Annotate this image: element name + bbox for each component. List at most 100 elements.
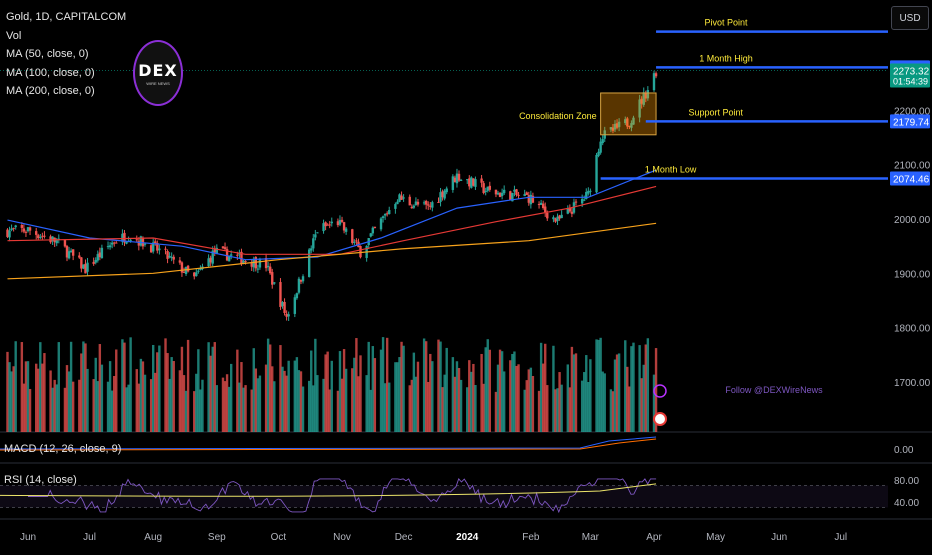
legend-ma50[interactable]: MA (50, close, 0) xyxy=(6,48,89,60)
time-tick-label: Nov xyxy=(333,532,351,543)
volume-bar xyxy=(466,387,469,432)
volume-bar xyxy=(494,391,498,432)
volume-bar xyxy=(178,370,182,432)
volume-bar xyxy=(373,358,377,432)
volume-bar xyxy=(488,349,492,432)
volume-bar xyxy=(186,339,190,432)
volume-bar xyxy=(6,351,9,432)
volume-bar xyxy=(20,342,24,432)
candle-body xyxy=(574,201,578,203)
candle-body xyxy=(496,192,500,195)
candle-body xyxy=(646,90,650,99)
volume-bar xyxy=(498,349,502,432)
candle-body xyxy=(141,237,145,247)
candle-body xyxy=(513,189,516,192)
volume-bar xyxy=(523,389,526,432)
candle-body xyxy=(8,230,11,238)
volume-bar xyxy=(264,364,268,432)
candle-body xyxy=(531,195,535,203)
candle-body xyxy=(250,263,253,267)
candle-body xyxy=(166,251,169,259)
volume-bar xyxy=(482,383,485,432)
time-tick-label: Jul xyxy=(83,532,96,543)
volume-bar xyxy=(369,389,372,432)
candle-body xyxy=(595,154,598,193)
volume-bar xyxy=(365,375,368,432)
volume-bar xyxy=(100,364,104,432)
volume-bar xyxy=(258,375,262,432)
candle-body xyxy=(523,193,526,197)
candle-body xyxy=(482,183,485,193)
candle-body xyxy=(408,196,411,206)
candle-body xyxy=(123,232,126,243)
volume-bar xyxy=(453,376,457,432)
volume-bar xyxy=(211,346,214,432)
macd-label[interactable]: MACD (12, 26, close, 9) xyxy=(4,443,122,455)
volume-bar xyxy=(193,391,196,432)
volume-bar xyxy=(49,370,52,432)
candle-body xyxy=(14,225,17,228)
time-tick-label: May xyxy=(706,532,725,543)
legend-symbol[interactable]: Gold, 1D, CAPITALCOM xyxy=(6,11,127,23)
currency-button[interactable]: USD xyxy=(891,6,929,30)
volume-bar xyxy=(295,357,299,432)
volume-bar xyxy=(558,372,561,432)
candle-body xyxy=(295,293,299,299)
candle-body xyxy=(139,236,143,246)
volume-bar xyxy=(14,341,17,432)
candle-body xyxy=(502,189,506,194)
candle-body xyxy=(527,195,530,203)
logo-text: DEX xyxy=(138,60,178,80)
level-label: 1 Month High xyxy=(699,53,753,63)
volume-bar xyxy=(164,338,167,432)
candle-body xyxy=(371,227,375,234)
candle-body xyxy=(115,242,118,244)
volume-bar xyxy=(271,366,274,432)
candle-body xyxy=(410,206,414,209)
candle-body xyxy=(459,179,463,182)
volume-bar xyxy=(84,343,87,432)
candle-body xyxy=(539,202,543,205)
rsi-ma-line xyxy=(0,483,657,497)
volume-bar xyxy=(580,380,584,432)
volume-bar xyxy=(268,344,272,432)
candle-body xyxy=(525,192,528,195)
volume-bar xyxy=(201,379,204,432)
volume-bar xyxy=(57,342,60,432)
legend-ma100[interactable]: MA (100, close, 0) xyxy=(6,66,95,79)
bar-countdown-text: 01:54:39 xyxy=(893,77,928,87)
volume-bar xyxy=(240,362,243,432)
volume-bar xyxy=(96,381,99,432)
volume-bar xyxy=(137,383,141,432)
candle-body xyxy=(271,272,274,285)
candle-body xyxy=(41,235,44,237)
candle-body xyxy=(383,213,387,216)
rsi-label[interactable]: RSI (14, close) xyxy=(4,474,77,486)
candle-body xyxy=(65,246,69,258)
volume-bar xyxy=(312,385,315,432)
volume-bar xyxy=(529,367,533,432)
volume-bar xyxy=(41,363,44,432)
volume-bar xyxy=(412,352,416,432)
candle-body xyxy=(470,177,473,188)
candle-body xyxy=(414,201,418,205)
volume-bar xyxy=(429,353,432,432)
legend-ma200[interactable]: MA (200, close, 0) xyxy=(6,85,95,97)
candle-body xyxy=(515,189,518,195)
consolidation-zone-box xyxy=(600,92,657,136)
candle-body xyxy=(316,232,319,234)
volume-bar xyxy=(71,381,75,432)
volume-bar xyxy=(197,349,200,432)
volume-bar xyxy=(427,381,430,432)
volume-bar xyxy=(285,375,288,432)
candle-body xyxy=(299,279,303,282)
candle-body xyxy=(451,176,455,190)
candle-body xyxy=(441,191,444,198)
legend-vol[interactable]: Vol xyxy=(6,29,22,42)
volume-bar xyxy=(143,374,147,432)
volume-bar xyxy=(451,357,455,432)
candle-body xyxy=(221,246,225,249)
volume-bar xyxy=(141,361,145,432)
